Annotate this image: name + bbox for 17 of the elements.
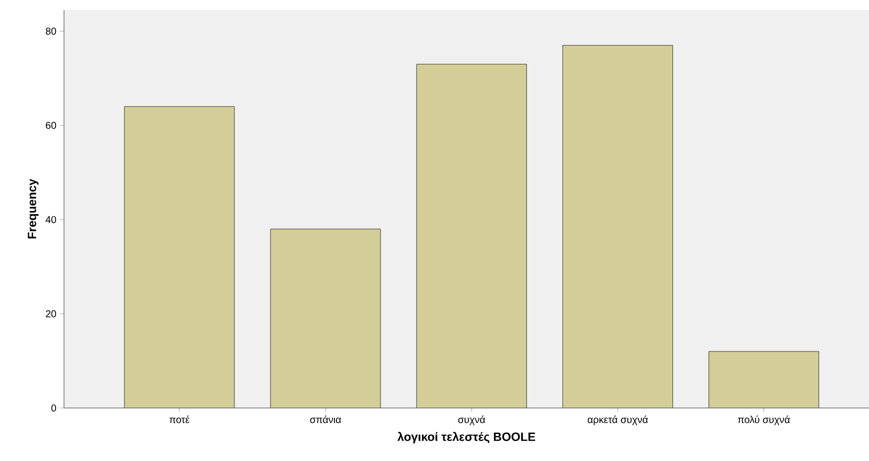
bar <box>416 64 527 408</box>
y-tick-label: 40 <box>46 216 56 224</box>
x-tick-label: ποτέ <box>170 416 190 424</box>
bar <box>562 45 673 408</box>
x-tick-label: σπάνια <box>310 416 342 424</box>
x-tick-label: πολύ συχνά <box>738 416 790 426</box>
y-axis-title: Frequency <box>28 178 39 238</box>
y-tick-label: 60 <box>46 122 56 129</box>
bar <box>708 351 820 408</box>
bar <box>270 229 381 408</box>
x-tick-label: αρκετά συχνά <box>588 416 648 426</box>
y-tick-label: 0 <box>51 404 56 412</box>
y-tick-label: 80 <box>46 28 56 35</box>
bar <box>124 106 234 408</box>
x-axis-title: λογικοί τελεστές BOOLE <box>397 432 536 444</box>
x-tick-label: συχνά <box>458 416 486 426</box>
y-tick-label: 20 <box>46 310 56 318</box>
